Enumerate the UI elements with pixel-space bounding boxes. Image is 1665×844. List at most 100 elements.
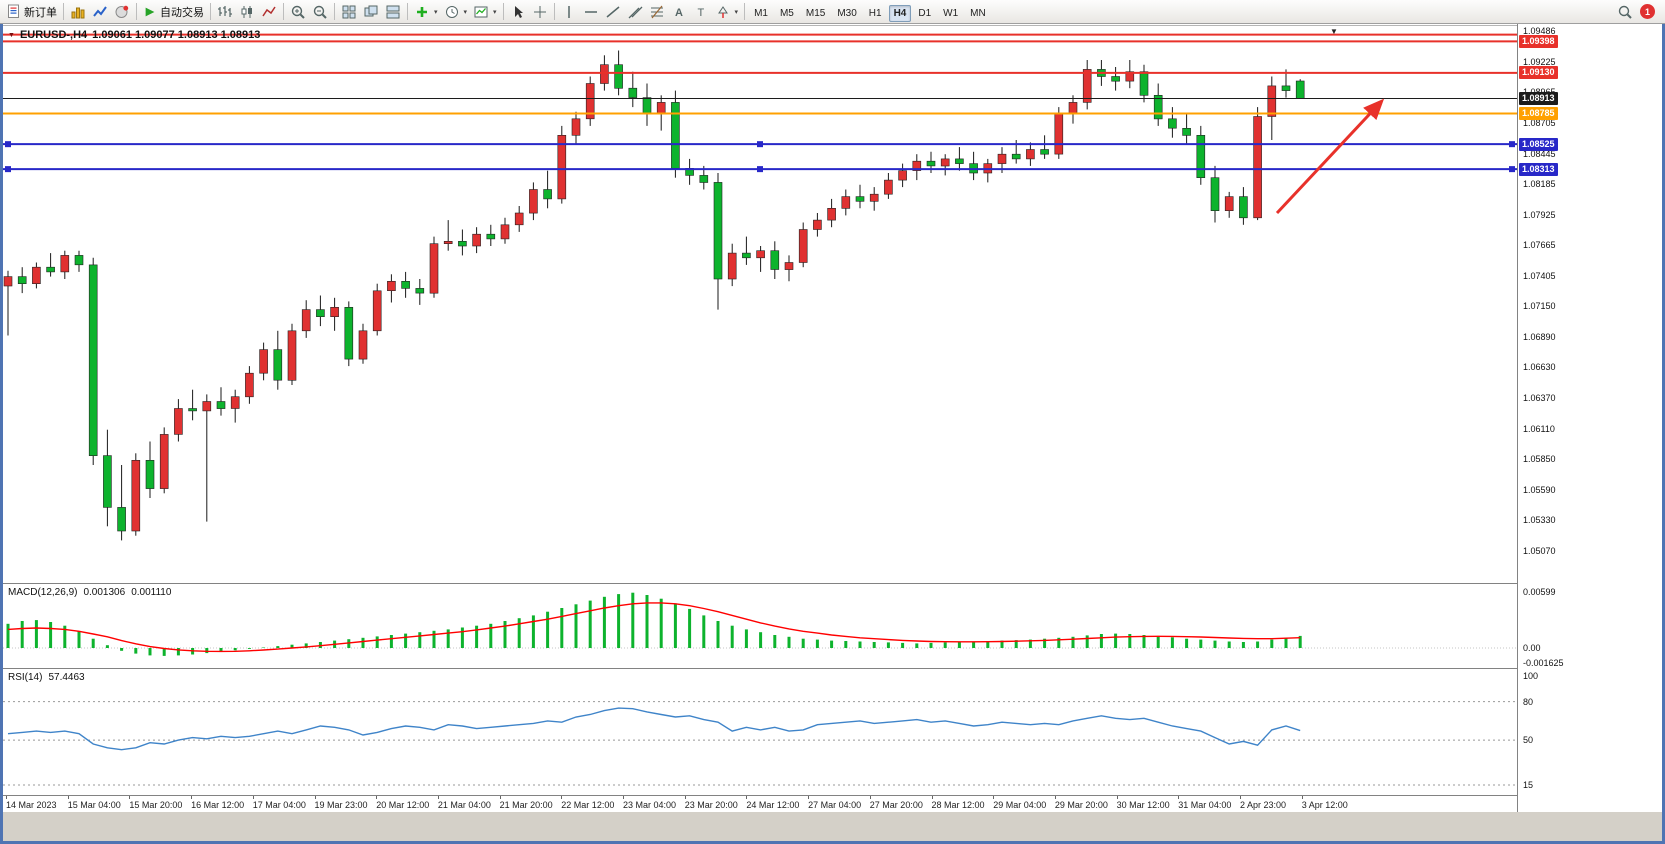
timeframe-w1[interactable]: W1 <box>943 7 959 19</box>
dropdown-arrow-icon: ▾ <box>434 8 438 16</box>
time-axis[interactable]: 14 Mar 2023 15 Mar 04:00 15 Mar 20:00 16 Ma… <box>3 796 1517 812</box>
price-tick-label: 1.05070 <box>1523 546 1556 556</box>
line-chart-icon <box>262 6 276 16</box>
timeframe-m5[interactable]: M5 <box>779 7 794 19</box>
status-strip <box>3 812 1662 841</box>
channel-tool[interactable] <box>624 2 646 22</box>
crosshair-button[interactable] <box>529 2 551 22</box>
hline-handle[interactable] <box>757 166 763 173</box>
rsi-panel-canvas[interactable] <box>3 669 1517 795</box>
text-tool[interactable]: A <box>668 2 690 22</box>
hline-handle[interactable] <box>757 141 763 148</box>
timeframe-d1[interactable]: D1 <box>918 7 932 19</box>
cursor-button[interactable] <box>507 2 529 22</box>
zoom-in-button[interactable] <box>287 2 309 22</box>
trend-arrow-annotation[interactable] <box>1275 98 1385 215</box>
line-chart-button[interactable] <box>258 2 280 22</box>
candle-chart-button[interactable] <box>236 2 258 22</box>
shapes-tool[interactable]: ▾ <box>712 2 742 22</box>
price-tick-label: 1.07665 <box>1523 240 1556 251</box>
market-watch-button[interactable] <box>89 2 111 22</box>
rsi-axis-label: 50 <box>1523 735 1534 746</box>
time-axis-tick <box>1301 796 1303 799</box>
macd-axis-label: 0.00599 <box>1523 587 1556 597</box>
hline-handle[interactable] <box>5 141 11 148</box>
time-axis-label: 21 Mar 20:00 <box>499 800 553 810</box>
hline-handle[interactable] <box>5 166 11 173</box>
price-tick-label: 1.07150 <box>1523 301 1556 312</box>
chart-shift-marker-icon[interactable]: ▼ <box>1330 27 1338 36</box>
vertical-line-tool[interactable] <box>558 2 580 22</box>
notification-badge[interactable]: 1 <box>1640 4 1655 19</box>
new-order-icon <box>8 4 19 18</box>
add-indicator-button[interactable]: ▾ <box>411 2 441 22</box>
time-axis-label: 28 Mar 12:00 <box>931 800 985 810</box>
zoom-in-icon <box>291 5 305 19</box>
symbol-dropdown-icon[interactable]: ▼ <box>8 31 15 39</box>
price-tick-label: 1.05850 <box>1523 454 1556 465</box>
trendline-tool[interactable] <box>602 2 624 22</box>
toolbar-separator <box>210 3 211 20</box>
price-badge: 1.08785 <box>1519 107 1558 121</box>
arrange-windows-button[interactable] <box>382 2 404 22</box>
horizontal-line-tool[interactable] <box>580 2 602 22</box>
hline-handle[interactable] <box>1509 141 1515 148</box>
search-icon <box>1618 5 1632 19</box>
time-axis-label: 20 Mar 12:00 <box>376 800 430 810</box>
price-tick-label: 1.09225 <box>1523 56 1556 67</box>
macd-panel-canvas[interactable] <box>3 584 1517 668</box>
template-button[interactable]: ▾ <box>470 2 500 22</box>
tile-windows-button[interactable] <box>338 2 360 22</box>
time-axis-tick <box>1178 796 1180 799</box>
time-axis-tick <box>252 796 254 799</box>
time-axis-label: 29 Mar 20:00 <box>1054 800 1108 810</box>
time-axis-label: 16 Mar 12:00 <box>191 800 245 810</box>
time-axis-label: 30 Mar 12:00 <box>1116 800 1170 810</box>
globe-button[interactable] <box>111 2 133 22</box>
window-frame-left <box>0 24 3 844</box>
price-tick-label: 1.06370 <box>1523 392 1556 403</box>
cascade-windows-button[interactable] <box>360 2 382 22</box>
window-frame-bottom <box>0 841 1665 844</box>
timeframe-m1[interactable]: M1 <box>754 7 768 19</box>
new-order-button[interactable]: 新订单 <box>4 2 60 22</box>
bar-chart-button[interactable] <box>214 2 236 22</box>
time-axis-label: 17 Mar 04:00 <box>252 800 306 810</box>
zoom-out-button[interactable] <box>309 2 331 22</box>
time-axis-tick <box>993 796 995 799</box>
time-axis-tick <box>746 796 748 799</box>
time-axis-tick <box>1116 796 1118 799</box>
search-button[interactable] <box>1614 2 1636 22</box>
fibonacci-tool[interactable] <box>646 2 668 22</box>
time-axis-label: 24 Mar 12:00 <box>746 800 800 810</box>
macd-signal-line <box>7 602 1301 653</box>
time-axis-tick <box>129 796 131 799</box>
timeframe-m30[interactable]: M30 <box>837 7 857 19</box>
period-button[interactable]: ▾ <box>441 2 471 22</box>
globe-icon <box>115 5 129 18</box>
timeframe-h1[interactable]: H1 <box>868 7 882 19</box>
price-axis[interactable]: 1.094861.092251.089651.087051.084451.081… <box>1517 24 1662 812</box>
timeframe-group: M1 M5 M15 M30 H1 H4 D1 W1 MN <box>748 3 992 22</box>
charts-gold-button[interactable] <box>67 2 89 22</box>
rsi-panel-divider[interactable] <box>3 668 1517 669</box>
hline-handle[interactable] <box>1509 166 1515 173</box>
price-badge: 1.08313 <box>1519 162 1558 176</box>
time-axis-tick <box>67 796 69 799</box>
dropdown-arrow-icon: ▾ <box>734 8 739 16</box>
timeframe-mn[interactable]: MN <box>970 7 986 19</box>
dropdown-arrow-icon: ▾ <box>493 8 497 16</box>
time-axis-label: 23 Mar 04:00 <box>623 800 677 810</box>
rsi-axis-label: 15 <box>1523 780 1534 790</box>
candles <box>3 50 1305 541</box>
auto-trading-button[interactable]: 自动交易 <box>140 2 207 22</box>
timeframe-h4[interactable]: H4 <box>888 4 912 22</box>
macd-name: MACD(12,26,9) <box>8 587 78 598</box>
macd-panel-divider[interactable] <box>3 583 1517 584</box>
rsi-indicator-label: RSI(14) 57.4463 <box>8 672 85 683</box>
price-chart-canvas[interactable] <box>3 26 1517 583</box>
timeframe-m15[interactable]: M15 <box>805 7 826 19</box>
label-tool[interactable]: T <box>690 2 712 22</box>
rsi-axis-label: 80 <box>1523 696 1534 707</box>
fibonacci-icon <box>650 5 663 18</box>
